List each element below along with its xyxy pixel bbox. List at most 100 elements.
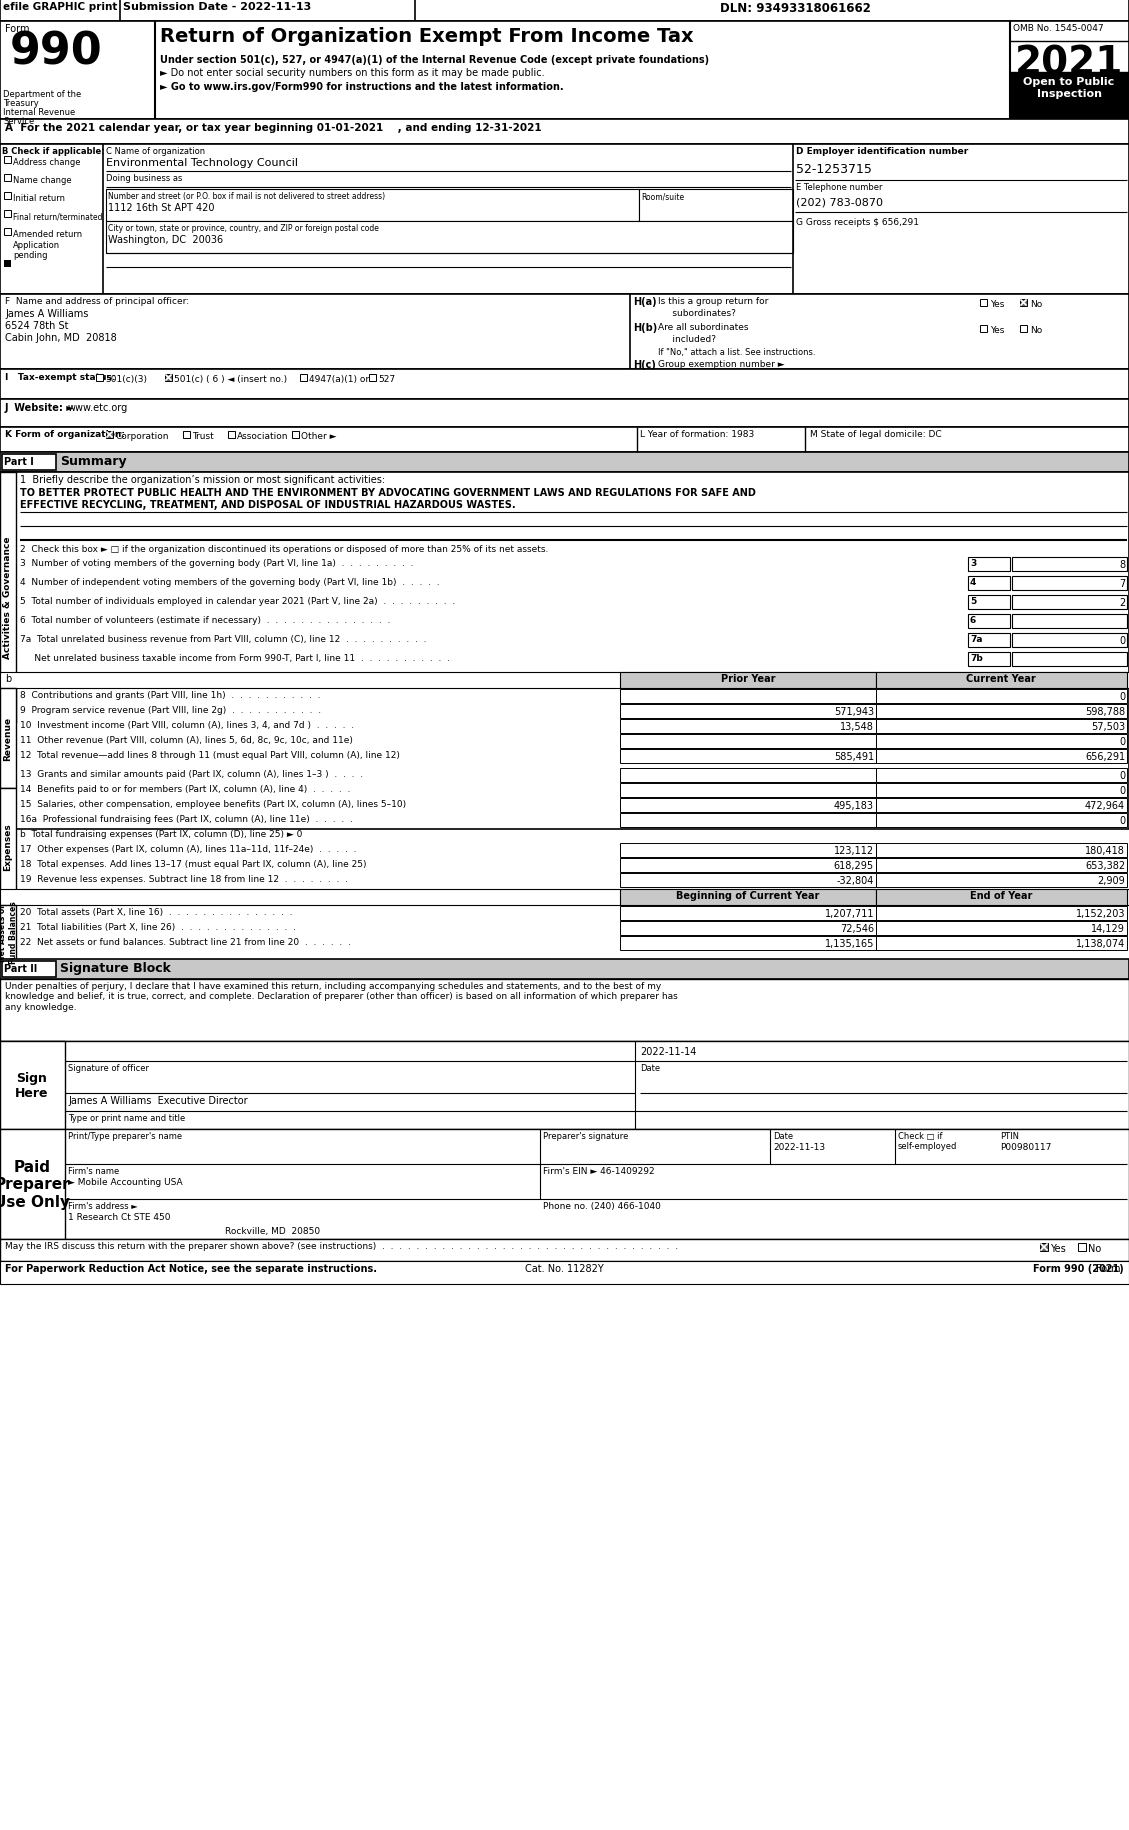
Bar [0,121,1129,145]
Text: 1,152,203: 1,152,203 [1076,908,1124,919]
Bar [876,937,1127,950]
Bar [96,375,103,382]
Bar [0,673,1129,688]
Text: 5: 5 [970,597,977,606]
Bar [980,300,987,307]
Bar [876,844,1127,858]
Bar [876,798,1127,813]
Text: ► Do not enter social security numbers on this form as it may be made public.: ► Do not enter social security numbers o… [160,68,544,79]
Bar [0,1129,1129,1239]
Bar [0,370,1129,399]
Text: Is this a group return for: Is this a group return for [658,296,769,306]
Text: 1112 16th St APT 420: 1112 16th St APT 420 [108,203,215,212]
Bar [876,690,1127,703]
Text: www.etc.org: www.etc.org [68,403,129,414]
Text: 4: 4 [970,578,977,587]
Bar [0,1041,65,1129]
Text: Cabin John, MD  20818: Cabin John, MD 20818 [5,333,116,342]
Text: Are all subordinates: Are all subordinates [658,322,749,331]
Text: 7b: 7b [970,653,982,662]
Text: 2021: 2021 [1015,44,1123,82]
Text: Revenue: Revenue [3,717,12,761]
Bar [300,375,307,382]
Text: subordinates?: subordinates? [658,309,736,318]
Text: 6  Total number of volunteers (estimate if necessary)  .  .  .  .  .  .  .  .  .: 6 Total number of volunteers (estimate i… [20,615,391,624]
Text: OMB No. 1545-0047: OMB No. 1545-0047 [1013,24,1104,33]
Text: Cat. No. 11282Y: Cat. No. 11282Y [525,1263,603,1274]
Bar [5,229,11,236]
Text: City or town, state or province, country, and ZIP or foreign postal code: City or town, state or province, country… [108,223,379,232]
Text: Phone no. (240) 466-1040: Phone no. (240) 466-1040 [543,1200,660,1210]
Text: Date: Date [640,1063,660,1072]
Text: 52-1253715: 52-1253715 [796,163,872,176]
Text: Environmental Technology Council: Environmental Technology Council [106,157,298,168]
Bar [0,1239,1129,1261]
Text: Firm's address ►: Firm's address ► [68,1200,138,1210]
Text: 501(c) ( 6 ) ◄ (insert no.): 501(c) ( 6 ) ◄ (insert no.) [174,375,287,384]
Text: 20  Total assets (Part X, line 16)  .  .  .  .  .  .  .  .  .  .  .  .  .  .  .: 20 Total assets (Part X, line 16) . . . … [20,908,292,917]
Text: 12  Total revenue—add lines 8 through 11 (must equal Part VIII, column (A), line: 12 Total revenue—add lines 8 through 11 … [20,750,400,759]
Text: 7: 7 [1119,578,1124,589]
Text: For Paperwork Reduction Act Notice, see the separate instructions.: For Paperwork Reduction Act Notice, see … [5,1263,377,1274]
Text: 527: 527 [378,375,395,384]
Text: Current Year: Current Year [966,673,1036,684]
Text: 1,138,074: 1,138,074 [1076,939,1124,948]
Text: pending: pending [14,251,47,260]
Text: Sign
Here: Sign Here [16,1071,49,1100]
Text: 11  Other revenue (Part VIII, column (A), lines 5, 6d, 8c, 9c, 10c, and 11e): 11 Other revenue (Part VIII, column (A),… [20,736,353,745]
Bar [0,0,1129,22]
Text: 8  Contributions and grants (Part VIII, line 1h)  .  .  .  .  .  .  .  .  .  .  : 8 Contributions and grants (Part VIII, l… [20,690,321,699]
Bar [620,844,876,858]
Text: b  Total fundraising expenses (Part IX, column (D), line 25) ► 0: b Total fundraising expenses (Part IX, c… [20,829,303,838]
Bar [1040,1243,1048,1252]
Text: Corporation: Corporation [115,432,168,441]
Bar [2,454,56,470]
Text: Number and street (or P.O. box if mail is not delivered to street address): Number and street (or P.O. box if mail i… [108,192,385,201]
Bar [620,873,876,888]
Text: 3  Number of voting members of the governing body (Part VI, line 1a)  .  .  .  .: 3 Number of voting members of the govern… [20,558,413,567]
Bar [0,145,1129,295]
Text: H(b): H(b) [633,322,657,333]
Text: F  Name and address of principal officer:: F Name and address of principal officer: [5,296,190,306]
Bar [0,399,1129,428]
Bar [968,633,1010,648]
Text: Trust: Trust [192,432,213,441]
Bar [0,295,1129,370]
Text: A  For the 2021 calendar year, or tax year beginning 01-01-2021    , and ending : A For the 2021 calendar year, or tax yea… [5,123,542,134]
Text: 7a: 7a [970,635,982,644]
Text: 13,548: 13,548 [840,721,874,732]
Text: No: No [1030,326,1042,335]
Bar [620,705,876,719]
Text: Address change: Address change [14,157,80,167]
Text: 2022-11-13: 2022-11-13 [773,1142,825,1151]
Text: Beginning of Current Year: Beginning of Current Year [676,891,820,900]
Text: 16a  Professional fundraising fees (Part IX, column (A), line 11e)  .  .  .  .  : 16a Professional fundraising fees (Part … [20,814,353,824]
Text: DLN: 93493318061662: DLN: 93493318061662 [720,2,870,15]
Text: 57,503: 57,503 [1091,721,1124,732]
Text: 21  Total liabilities (Part X, line 26)  .  .  .  .  .  .  .  .  .  .  .  .  .  : 21 Total liabilities (Part X, line 26) .… [20,922,296,931]
Text: Internal Revenue: Internal Revenue [3,108,76,117]
Bar [292,432,299,439]
Text: Signature Block: Signature Block [60,961,170,974]
Bar [968,653,1010,666]
Text: Net Assets or
Fund Balances: Net Assets or Fund Balances [0,900,18,964]
Text: End of Year: End of Year [970,891,1032,900]
Text: Form 990 (2021): Form 990 (2021) [1033,1263,1124,1274]
Bar [0,688,16,789]
Text: Yes: Yes [1050,1243,1066,1254]
Text: Initial return: Initial return [14,194,65,203]
Text: Group exemption number ►: Group exemption number ► [658,361,785,370]
Text: D Employer identification number: D Employer identification number [796,146,969,156]
Bar [876,858,1127,873]
Bar [5,210,11,218]
Text: 6: 6 [970,615,977,624]
Text: 123,112: 123,112 [834,845,874,856]
Bar [876,783,1127,798]
Text: 7a  Total unrelated business revenue from Part VIII, column (C), line 12  .  .  : 7a Total unrelated business revenue from… [20,635,427,644]
Text: J  Website: ►: J Website: ► [5,403,75,414]
Text: C Name of organization: C Name of organization [106,146,205,156]
Text: Print/Type preparer's name: Print/Type preparer's name [68,1131,182,1140]
Text: Open to Public
Inspection: Open to Public Inspection [1023,77,1114,99]
Bar [0,452,1129,472]
Bar [620,719,876,734]
